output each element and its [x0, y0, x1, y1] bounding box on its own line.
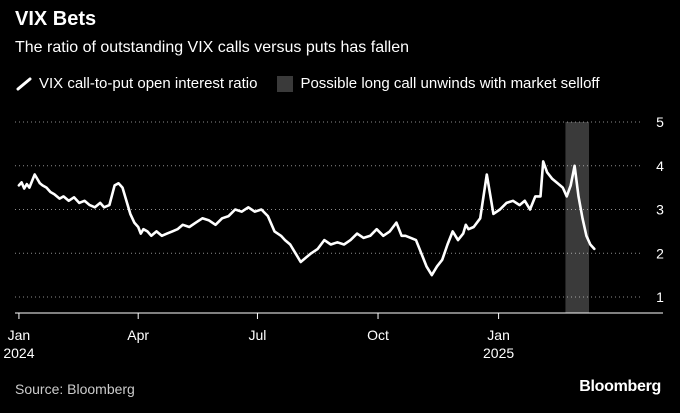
chart-subtitle: The ratio of outstanding VIX calls versu…: [15, 39, 409, 56]
y-tick-label-4: 4: [656, 158, 664, 174]
x-tick-label-3: Oct: [367, 327, 389, 343]
x-tick-label-2: Jul: [249, 327, 267, 343]
source-note: Source: Bloomberg: [15, 381, 135, 397]
y-tick-label-5: 5: [656, 114, 664, 130]
legend: VIX call-to-put open interest ratio Poss…: [15, 75, 620, 92]
x-tick-label-4: Jan: [487, 327, 510, 343]
legend-item-ratio: VIX call-to-put open interest ratio: [15, 75, 257, 92]
legend-item-shade: Possible long call unwinds with market s…: [277, 75, 600, 92]
x-tick-label-0: Jan: [8, 327, 31, 343]
legend-label-ratio: VIX call-to-put open interest ratio: [39, 75, 258, 92]
y-tick-label-2: 2: [656, 245, 664, 261]
y-tick-label-1: 1: [656, 289, 664, 305]
y-tick-label-3: 3: [656, 202, 664, 218]
chart-title: VIX Bets: [15, 8, 97, 30]
shaded-region-0: [565, 122, 590, 313]
series-line-0: [17, 160, 596, 277]
x-tick-sublabel-0: 2024: [3, 345, 34, 361]
legend-label-shade: Possible long call unwinds with market s…: [300, 75, 600, 92]
brand-logo: Bloomberg: [579, 378, 661, 395]
x-tick-sublabel-4: 2025: [483, 345, 514, 361]
legend-shade-swatch-icon: [277, 75, 294, 92]
legend-line-swatch-icon: [16, 77, 32, 90]
x-tick-label-1: Apr: [127, 327, 149, 343]
